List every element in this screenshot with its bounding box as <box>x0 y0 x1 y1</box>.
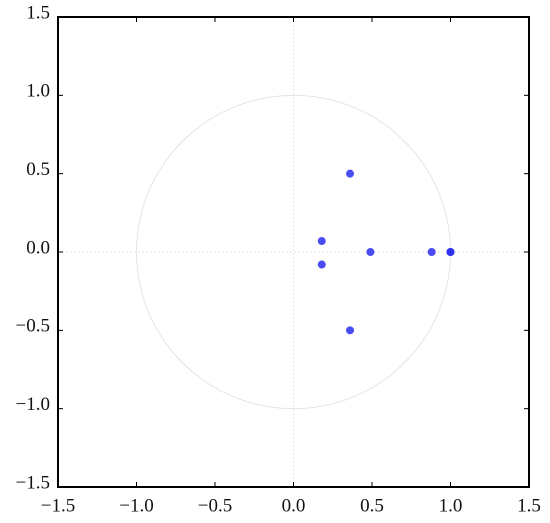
x-tick-label: −1.0 <box>119 495 153 516</box>
x-tick-label: 0.0 <box>282 495 306 516</box>
point <box>366 248 375 256</box>
point <box>346 326 355 335</box>
y-tick-label: 0.5 <box>26 159 50 180</box>
x-tick-label: −1.5 <box>41 495 75 516</box>
plot-frame <box>57 16 530 488</box>
x-tick-label: 1.0 <box>439 495 463 516</box>
y-tick-label: 1.5 <box>26 2 50 23</box>
point <box>446 248 455 256</box>
point <box>317 237 326 246</box>
point <box>346 169 355 178</box>
y-tick-label: −0.5 <box>16 316 50 337</box>
x-tick-label: −0.5 <box>198 495 232 516</box>
x-tick-label: 0.5 <box>360 495 384 516</box>
x-tick-label: 1.5 <box>517 495 541 516</box>
point <box>427 248 436 256</box>
y-tick-label: −1.5 <box>16 472 50 493</box>
point <box>317 260 326 269</box>
y-tick-label: 0.0 <box>26 237 50 258</box>
y-tick-label: 1.0 <box>26 81 50 102</box>
y-tick-label: −1.0 <box>16 394 50 415</box>
